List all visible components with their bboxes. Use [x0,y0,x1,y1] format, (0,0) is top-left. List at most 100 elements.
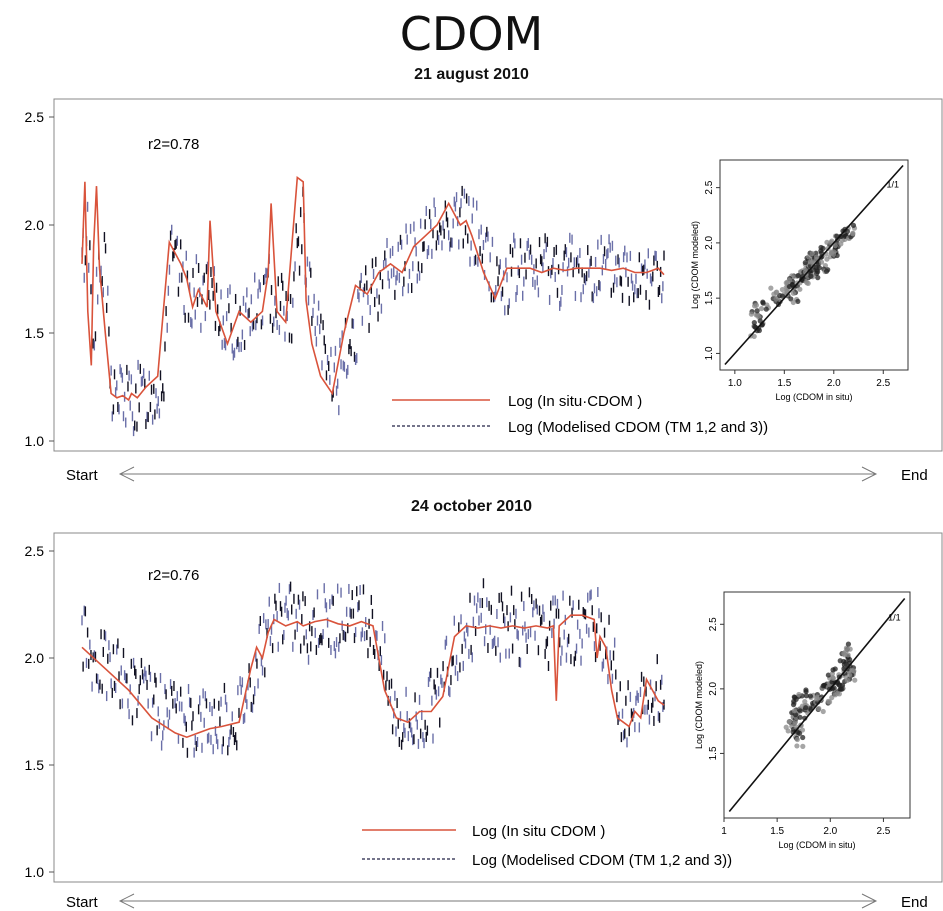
inset-point [773,296,779,302]
inset-point [830,675,836,681]
inset-point [794,736,800,743]
y-tick-label: 1.0 [25,433,45,449]
inset-point [849,667,855,673]
x-start-label: Start [66,467,99,484]
inset-y-tick-label: 1.0 [704,346,715,360]
inset-point [850,222,857,228]
inset-point [832,243,838,249]
inset-point [843,661,849,667]
inset-point [816,265,822,271]
inset-x-tick-label: 2.5 [876,378,890,389]
inset-scatter: 1.0 1.5 2.0 2.5 1.0 1.5 2.0 2.5 Log (CDOM in sit… [690,158,910,402]
inset-point [823,268,830,274]
inset-point [814,696,820,702]
inset-point [783,724,789,730]
inset-point [779,286,785,293]
inset-point [809,250,815,257]
legend-insitu-label: Log (In situ CDOM ) [472,823,605,840]
inset-y-tick-label: 2.5 [708,617,719,631]
inset-point [790,299,796,306]
inset-y-tick-label: 1.5 [704,291,715,305]
inset-frame [723,591,911,819]
inset-point [797,286,803,292]
inset-point [751,333,757,339]
inset-y-label: Log (CDOM modeled) [690,221,700,309]
inset-point [803,688,809,695]
modelled-series [81,578,665,758]
inset-point [786,719,792,725]
inset-point [846,672,853,678]
inset-point [768,285,774,291]
inset-line-label: 1/1 [887,180,900,190]
inset-y-tick-label: 1.5 [708,746,719,760]
inset-point [850,230,856,236]
y-tick-label: 2.5 [25,109,45,125]
inset-y-tick-label: 2.5 [704,180,715,194]
inset-point [825,698,831,704]
inset-x-tick-label: 2.5 [876,826,890,837]
inset-point [791,708,798,714]
inset-point [797,708,803,714]
inset-point [751,319,757,326]
inset-point [832,692,839,698]
inset-x-label: Log (CDOM in situ) [778,840,855,850]
inset-point [752,303,758,309]
panel-2-subtitle: 24 october 2010 [411,498,532,515]
legend-insitu-label: Log (In situ·CDOM ) [508,393,642,410]
panel-1: 1.0 1.5 2.0 2.5 r2=0.78 Log (In situ·CDOM ) Lo… [25,98,943,484]
inset-point [836,691,842,697]
inset-point [813,254,820,260]
inset-point [820,708,826,715]
inset-x-tick-label: 1.5 [777,378,791,389]
panel-1-subtitle: 21 august 2010 [414,66,529,83]
legend-modelled-label: Log (Modelised CDOM (TM 1,2 and 3)) [472,852,732,869]
inset-x-tick-label: 2.0 [827,378,841,389]
inset-point [796,691,802,698]
inset-point [800,734,806,741]
inset-point [795,298,801,304]
y-tick-label: 1.0 [25,864,45,880]
inset-point [807,693,814,699]
inset-point [825,672,832,678]
inset-point [839,682,846,688]
inset-point [795,273,801,279]
inset-y-label: Log (CDOM modeled) [694,661,704,749]
inset-scatter: 1 1.5 2.0 2.5 1.5 2.0 2.5 Log (CDOM in situ) Log… [694,590,912,850]
insitu-series-line [81,614,665,739]
inset-x-tick-label: 2.0 [823,826,837,837]
inset-point [816,705,822,712]
inset-point [829,695,835,701]
inset-y-tick-label: 2.0 [704,236,715,250]
inset-point [800,743,806,749]
inset-point [790,290,797,296]
inset-point [844,677,851,683]
inset-point [845,641,852,647]
inset-x-tick-label: 1.0 [728,378,742,389]
inset-point [806,254,812,260]
y-tick-label: 1.5 [25,325,45,341]
inset-point [804,280,810,286]
inset-point [815,269,821,275]
y-tick-label: 2.0 [25,650,45,666]
x-end-label: End [901,467,928,484]
inset-point [794,743,800,749]
time-arrow-right-head [861,466,878,482]
inset-point [847,646,853,652]
inset-point [754,308,760,314]
inset-point [758,305,765,312]
inset-x-tick-label: 1 [721,826,727,837]
inset-point [771,291,777,297]
inset-point [831,251,837,257]
r2-annotation: r2=0.76 [148,567,199,584]
inset-point [802,699,808,705]
y-tick-label: 1.5 [25,757,45,773]
inset-point [808,273,814,279]
inset-point [779,293,786,299]
inset-point [820,683,826,689]
inset-point [786,283,793,290]
inset-line-label: 1/1 [888,612,901,622]
inset-point [809,259,816,265]
inset-point [803,705,809,711]
inset-x-label: Log (CDOM in situ) [775,392,852,402]
inset-point [852,677,858,683]
